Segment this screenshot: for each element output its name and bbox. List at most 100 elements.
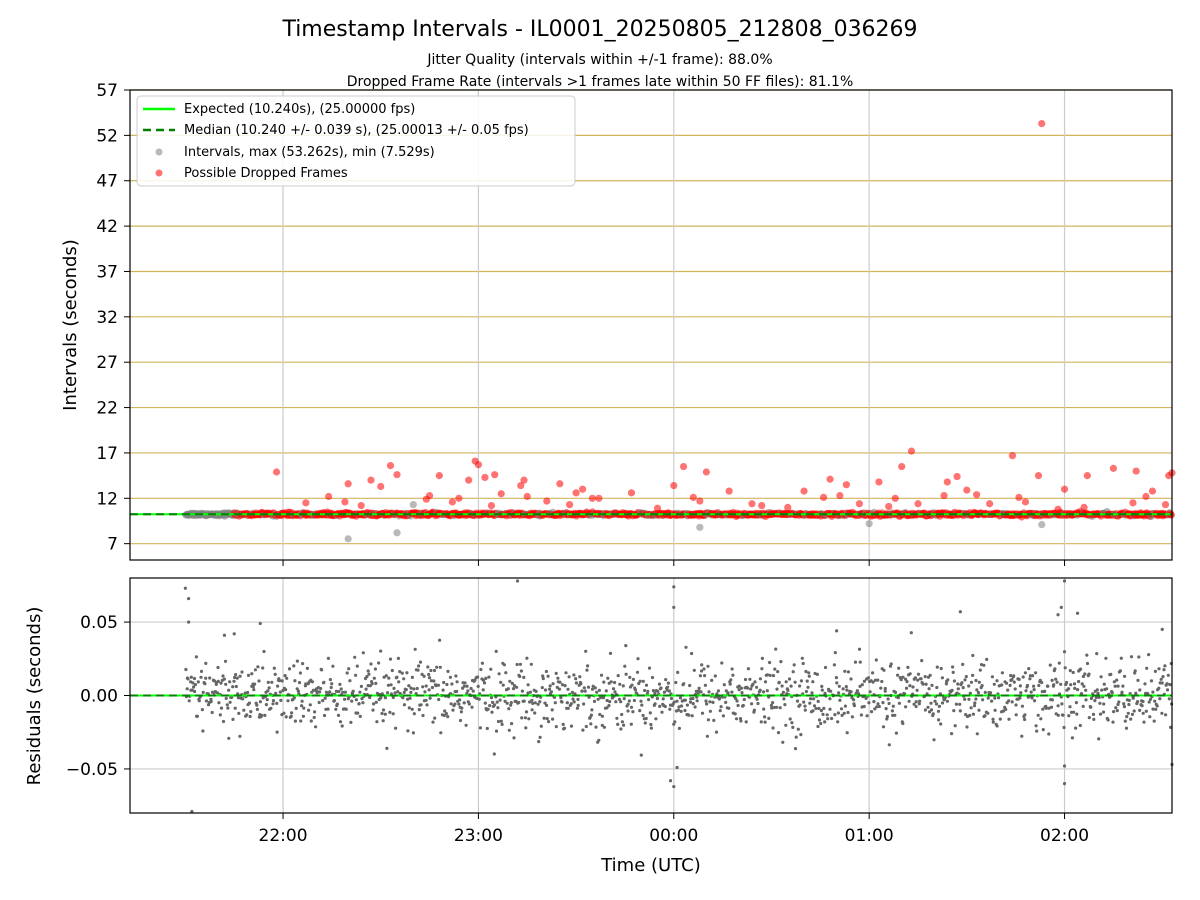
residual-point (672, 605, 676, 609)
residual-point (1059, 605, 1063, 609)
residual-point (465, 684, 469, 688)
residual-point (833, 651, 837, 655)
residual-point (572, 673, 576, 677)
residual-point (633, 688, 638, 692)
residual-point (857, 647, 862, 651)
residual-point (405, 671, 409, 675)
residual-point (968, 713, 972, 718)
residual-point (622, 697, 626, 701)
residual-point (1054, 677, 1058, 681)
residual-point (1036, 713, 1040, 717)
residual-point (870, 710, 874, 714)
residual-point (807, 674, 811, 678)
residual-point (394, 726, 398, 730)
residual-point (974, 678, 978, 683)
residual-point (901, 721, 905, 726)
dropped-frame-point (302, 499, 310, 507)
residual-point (998, 717, 1002, 721)
residual-point (935, 685, 939, 690)
residual-point (1083, 672, 1087, 676)
residual-point (324, 690, 328, 694)
residual-point (233, 706, 237, 710)
residual-point (496, 706, 500, 710)
residual-point (1098, 701, 1102, 705)
residual-point (799, 733, 803, 737)
residual-point (584, 724, 588, 729)
residual-point (787, 677, 792, 681)
residual-point (343, 697, 347, 701)
residual-point (299, 719, 303, 723)
residual-point (192, 676, 197, 681)
dropped-frame-point (1038, 119, 1046, 128)
residual-point (676, 708, 681, 712)
residual-point (530, 708, 534, 712)
residuals-panel: −0.050.000.05 22:00 23:00 00:00 01:00 02:00 … (24, 577, 1174, 876)
residual-point (734, 697, 738, 701)
residual-point (626, 702, 630, 706)
residual-point (632, 698, 637, 703)
residual-point (672, 585, 676, 589)
residual-point (414, 692, 418, 696)
residual-point (798, 684, 802, 688)
residual-point (677, 726, 682, 731)
residual-point (500, 722, 504, 727)
residual-point (332, 699, 336, 703)
residual-point (565, 701, 569, 705)
residual-point (688, 700, 693, 704)
residual-point (1138, 708, 1142, 713)
residual-point (880, 679, 884, 684)
residual-point (290, 711, 294, 715)
residual-point (387, 676, 391, 680)
residual-point (985, 657, 989, 662)
residual-point (494, 729, 499, 733)
residual-point (629, 722, 633, 726)
residual-point (509, 701, 513, 705)
residual-point (297, 681, 302, 685)
residual-point (190, 688, 194, 692)
residual-point (975, 688, 979, 692)
residual-point (1153, 669, 1157, 674)
residual-point (1119, 656, 1123, 660)
residual-point (1166, 673, 1170, 677)
residual-point (973, 701, 977, 705)
residual-point (702, 667, 706, 671)
residual-point (398, 670, 402, 674)
residual-point (718, 696, 722, 700)
residual-point (467, 702, 471, 706)
residual-point (560, 700, 564, 704)
residual-point (408, 696, 412, 700)
residual-point (988, 691, 993, 695)
residual-point (1116, 684, 1120, 688)
residual-point (986, 696, 990, 700)
dropped-frame-point (1080, 503, 1088, 511)
residual-point (836, 720, 840, 724)
residual-point (453, 702, 457, 706)
residual-point (636, 657, 640, 661)
residual-point (578, 675, 582, 679)
residual-point (1060, 702, 1064, 706)
residual-point (407, 706, 411, 710)
residual-point (415, 686, 419, 691)
residual-point (1063, 666, 1067, 670)
residual-point (763, 680, 768, 684)
residual-point (1161, 675, 1165, 679)
residual-point (384, 674, 388, 678)
residual-point (780, 684, 784, 688)
residual-point (1040, 680, 1044, 685)
residual-point (541, 674, 545, 678)
residual-point (509, 703, 513, 707)
residual-point (228, 680, 232, 684)
dropped-frame-point (481, 473, 489, 482)
residual-point (1069, 683, 1073, 687)
residual-point (566, 706, 570, 710)
residual-point (937, 704, 942, 709)
residual-point (816, 724, 820, 729)
residual-point (802, 700, 806, 704)
residual-point (775, 687, 779, 691)
residual-point (830, 716, 834, 721)
residual-point (385, 691, 390, 695)
residual-point (1071, 670, 1075, 675)
dropped-frame-point (1109, 464, 1117, 472)
residual-point (691, 702, 695, 706)
residual-point (741, 703, 745, 708)
